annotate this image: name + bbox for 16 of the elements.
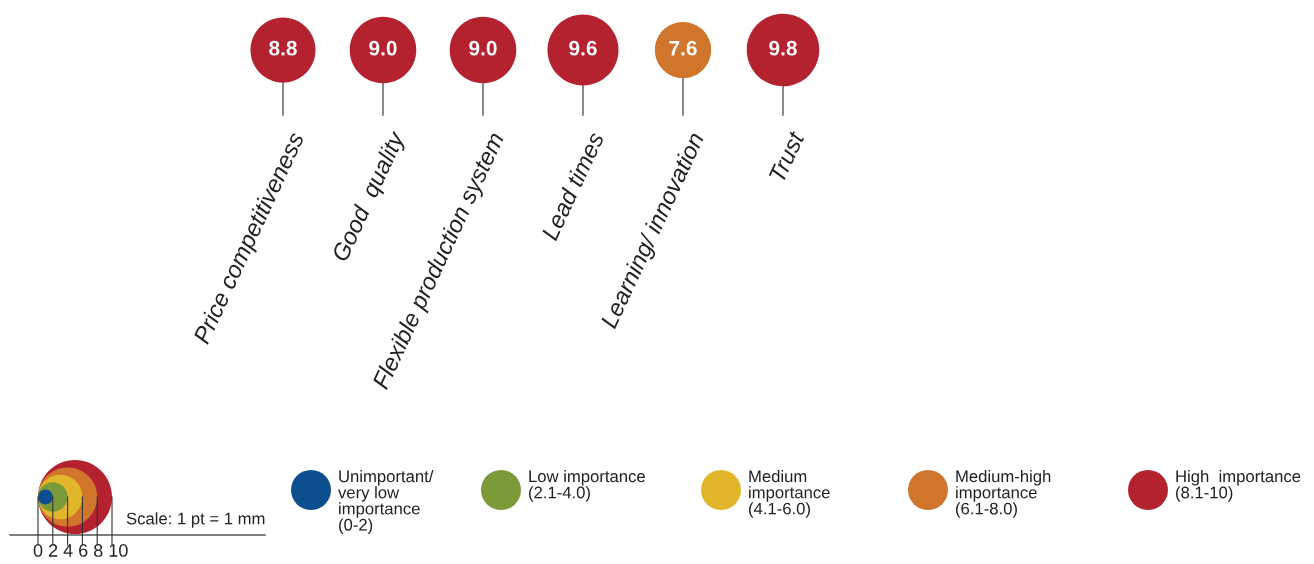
legend-label: Low importance (2.1-4.0) bbox=[529, 470, 645, 502]
legend-label: Unimportant/ very low importance (0-2) bbox=[338, 470, 434, 534]
data-label: 9.6 bbox=[569, 40, 597, 56]
text: Scale: 1 pt = 1 mm bbox=[126, 512, 265, 528]
data-label: 9.0 bbox=[469, 40, 497, 56]
data-label: 9.8 bbox=[769, 40, 797, 56]
data-label: 9.0 bbox=[369, 40, 397, 56]
legend-label: Medium importance (4.1-6.0) bbox=[749, 470, 830, 518]
legend-label: Medium-high importance (6.1-8.0) bbox=[956, 470, 1051, 518]
text: 0 2 4 6 8 10 bbox=[33, 544, 128, 557]
category-label: Good quality bbox=[330, 128, 410, 265]
data-label: 7.6 bbox=[669, 40, 697, 56]
data-label: 8.8 bbox=[269, 40, 297, 56]
category-label: Trust bbox=[768, 129, 806, 183]
category-label: Lead times bbox=[540, 130, 605, 242]
legend-label: High importance (8.1-10) bbox=[1176, 470, 1301, 502]
